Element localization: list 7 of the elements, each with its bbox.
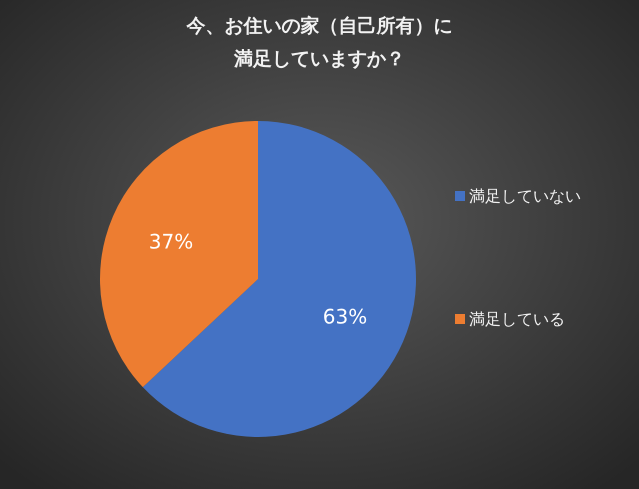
legend-label: 満足している	[469, 310, 565, 328]
pie-slice	[142, 121, 416, 437]
data-label: 63%	[322, 304, 368, 329]
legend-label: 満足していない	[469, 186, 581, 206]
chart-title: 今、お住いの家（自己所有）に満足していますか？	[186, 15, 452, 70]
data-label: 37%	[148, 229, 194, 254]
pie-slice	[100, 121, 258, 388]
